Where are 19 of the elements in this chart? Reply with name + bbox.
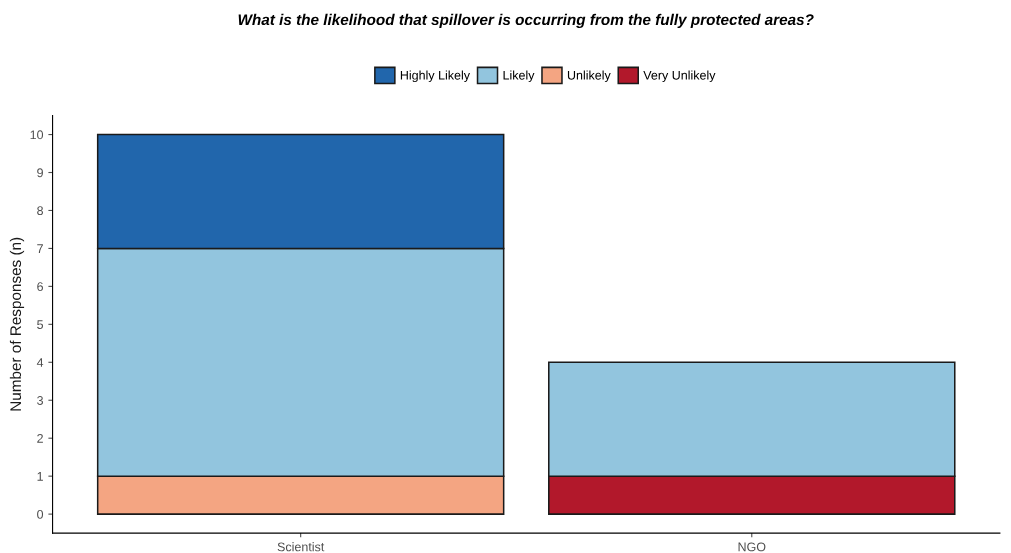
y-tick-label: 10	[30, 130, 44, 140]
y-tick-label: 6	[37, 282, 43, 292]
y-tick-label: 3	[37, 396, 43, 405]
y-tick-label: 5	[37, 320, 44, 329]
y-tick-label: 9	[37, 168, 43, 178]
y-tick-label: 1	[37, 472, 43, 481]
chart-title: What is the likelihood that spillover is occurring from the fully protected areas?	[238, 13, 814, 29]
legend-label: Highly Likely	[400, 70, 470, 83]
x-tick-label: Scientist	[277, 542, 325, 552]
y-axis-title: Number of Responses (n)	[9, 237, 25, 411]
y-tick-label: 0	[37, 509, 44, 519]
y-tick-label: 8	[37, 206, 43, 216]
y-tick-label: 2	[37, 434, 43, 443]
legend-label: Likely	[503, 70, 535, 83]
legend-label: Very Unlikely	[643, 70, 716, 83]
legend-label: Unlikely	[567, 70, 611, 83]
y-tick-label: 7	[37, 244, 43, 253]
y-tick-label: 4	[36, 358, 44, 367]
x-tick-label: NGO	[738, 542, 766, 552]
